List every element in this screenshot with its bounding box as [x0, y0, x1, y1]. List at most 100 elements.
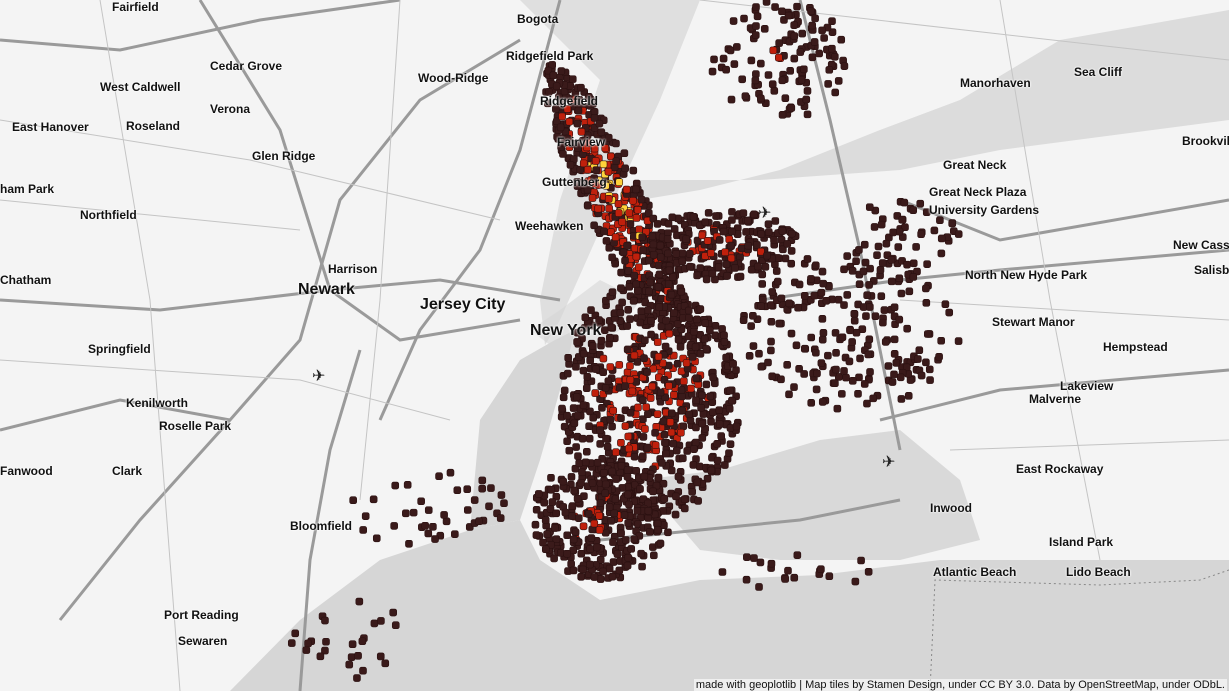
heatmap-point	[753, 241, 761, 249]
heatmap-point	[615, 178, 624, 187]
heatmap-point	[623, 322, 632, 330]
heatmap-point	[941, 300, 950, 309]
heatmap-point	[864, 567, 873, 576]
heatmap-point	[442, 517, 451, 526]
heatmap-point	[728, 396, 736, 405]
heatmap-point	[672, 249, 681, 258]
heatmap-point	[757, 94, 765, 103]
heatmap-point	[658, 459, 666, 467]
heatmap-point	[609, 558, 618, 566]
heatmap-point	[871, 312, 880, 321]
heatmap-point	[882, 239, 891, 248]
heatmap-point	[817, 288, 826, 297]
heatmap-point	[637, 549, 645, 558]
heatmap-point	[678, 257, 687, 266]
heatmap-point	[370, 619, 379, 628]
heatmap-point	[831, 379, 839, 388]
heatmap-point	[790, 383, 798, 391]
heatmap-point	[624, 553, 633, 562]
place-label: Guttenberg	[542, 175, 607, 189]
heatmap-point	[680, 495, 689, 504]
heatmap-point	[720, 338, 729, 346]
heatmap-point	[727, 241, 735, 250]
heatmap-point	[551, 524, 559, 532]
place-label: Chatham	[0, 273, 52, 287]
airport-icon: ✈	[882, 454, 896, 471]
place-label: Great Neck Plaza	[929, 185, 1027, 199]
heatmap-point	[664, 528, 672, 537]
heatmap-point	[673, 320, 682, 329]
heatmap-point	[701, 218, 710, 226]
heatmap-point	[857, 556, 865, 565]
heatmap-point	[797, 76, 806, 84]
heatmap-point	[540, 498, 549, 507]
heatmap-point	[354, 651, 362, 660]
heatmap-point	[349, 496, 357, 505]
heatmap-point	[623, 241, 631, 250]
heatmap-point	[500, 499, 508, 507]
heatmap-point	[627, 545, 636, 553]
heatmap-point	[645, 287, 653, 296]
heatmap-point	[647, 316, 655, 325]
heatmap-point	[622, 185, 631, 194]
heatmap-point	[828, 44, 836, 53]
heatmap-point	[586, 545, 594, 553]
heatmap-point	[713, 456, 722, 465]
heatmap-point	[843, 252, 851, 260]
heatmap-point	[702, 380, 711, 389]
heatmap-point	[764, 228, 773, 236]
heatmap-point	[852, 257, 860, 265]
heatmap-point	[848, 267, 857, 275]
heatmap-point	[558, 404, 566, 413]
heatmap-point	[590, 144, 599, 153]
heatmap-point	[887, 277, 896, 286]
heatmap-point	[597, 128, 606, 136]
heatmap-point	[403, 481, 412, 489]
heatmap-point	[677, 428, 685, 437]
heatmap-point	[626, 362, 634, 370]
heatmap-point	[715, 420, 724, 428]
heatmap-point	[812, 348, 820, 357]
heatmap-point	[889, 228, 897, 237]
heatmap-point	[390, 522, 398, 530]
heatmap-point	[764, 358, 772, 367]
heatmap-point	[608, 253, 616, 262]
place-label: Bogota	[517, 12, 559, 26]
heatmap-point	[890, 370, 898, 379]
heatmap-point	[557, 548, 565, 557]
heatmap-point	[695, 462, 704, 471]
heatmap-point	[818, 315, 827, 323]
heatmap-point	[561, 508, 570, 517]
heatmap-point	[914, 355, 922, 363]
heatmap-point	[583, 447, 591, 456]
heatmap-point	[545, 88, 553, 96]
heatmap-point	[706, 326, 714, 335]
heatmap-point	[636, 485, 644, 493]
place-label: Sewaren	[178, 634, 228, 648]
heatmap-point	[767, 559, 776, 568]
place-label: New York	[530, 322, 602, 339]
heatmap-point	[601, 144, 610, 152]
heatmap-point	[626, 409, 635, 417]
heatmap-point	[639, 396, 647, 405]
heatmap-point	[876, 266, 885, 274]
heatmap-point	[937, 249, 946, 258]
heatmap-point	[862, 312, 870, 320]
heatmap-point	[741, 92, 750, 100]
heatmap-point	[709, 373, 717, 382]
heatmap-point	[768, 372, 776, 381]
heatmap-point	[559, 150, 567, 158]
heatmap-point	[602, 434, 610, 443]
heatmap-point	[574, 106, 583, 115]
heatmap-point	[895, 315, 904, 324]
heatmap-point	[453, 486, 462, 495]
heatmap-point	[550, 554, 558, 563]
heatmap-point	[557, 67, 566, 75]
heatmap-point	[810, 38, 819, 46]
heatmap-point	[424, 529, 433, 538]
heatmap-point	[559, 477, 567, 486]
heatmap-point	[730, 60, 739, 68]
heatmap-point	[599, 567, 607, 576]
heatmap-point	[767, 317, 776, 326]
